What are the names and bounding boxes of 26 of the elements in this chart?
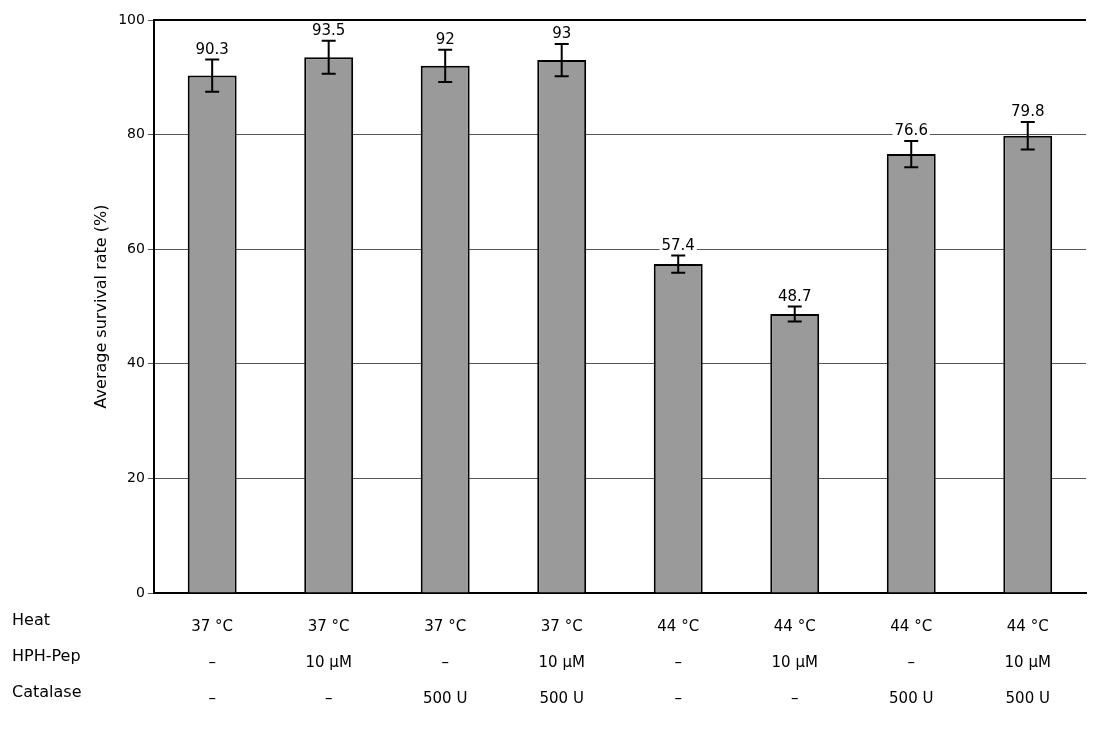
category-label: 37 °C – – <box>191 616 234 707</box>
y-tick-label: 20 <box>127 469 145 486</box>
y-tick-label: 0 <box>136 583 145 600</box>
data-label: 76.6 <box>894 121 928 140</box>
data-label: 48.7 <box>778 286 812 305</box>
text: HPH-Pep <box>12 646 81 666</box>
category-label: 44 °C – 500 U <box>889 616 934 707</box>
category-label: 37 °C 10 μM 500 U <box>538 616 585 707</box>
y-tick-label: 40 <box>127 354 145 371</box>
category-label: 44 °C 10 μM 500 U <box>1004 616 1051 707</box>
category-label: 44 °C 10 μM – <box>771 616 818 707</box>
data-label: 92 <box>435 30 455 49</box>
y-tick-label: 60 <box>127 239 145 256</box>
data-label: 57.4 <box>661 235 695 254</box>
category-label: 37 °C – 500 U <box>423 616 468 707</box>
y-axis-title: Average survival rate (%) <box>90 204 110 409</box>
y-tick-label: 100 <box>118 10 145 27</box>
y-tick-label: 80 <box>127 125 145 142</box>
category-label: 37 °C 10 μM – <box>305 616 352 707</box>
category-label: 44 °C – – <box>657 616 700 707</box>
data-label: 90.3 <box>195 39 229 58</box>
data-label: 79.8 <box>1011 102 1045 121</box>
text: Heat <box>12 610 50 630</box>
text: Catalase <box>12 682 82 702</box>
data-label: 93.5 <box>311 21 346 40</box>
data-label: 93 <box>552 24 572 43</box>
